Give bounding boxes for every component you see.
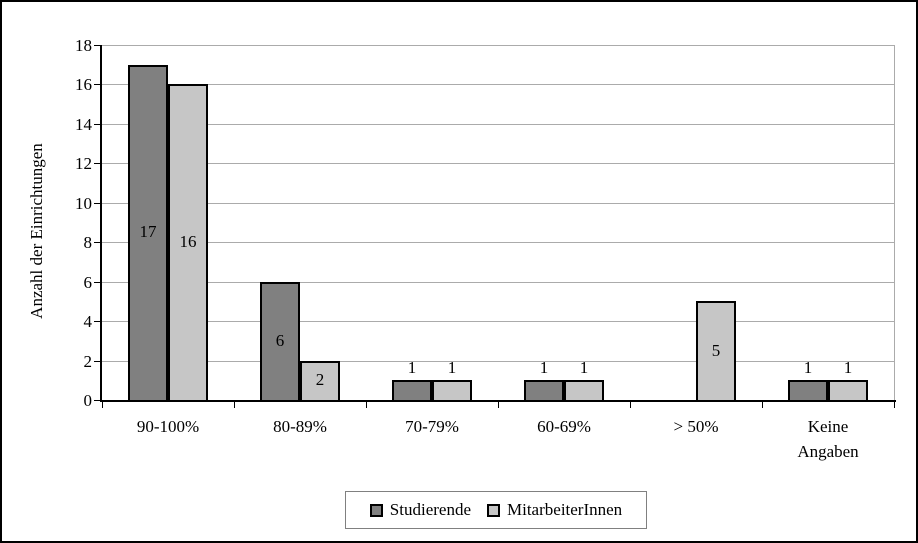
y-tick-label-14: 14 xyxy=(75,114,92,134)
x-tick-mark-2 xyxy=(366,402,367,408)
y-tick-mark-0 xyxy=(94,400,100,401)
gridline-14 xyxy=(102,123,894,125)
gridline-12 xyxy=(102,163,894,165)
bar-mitarbeiterinnen-90-100% xyxy=(168,84,208,400)
y-tick-mark-2 xyxy=(94,360,100,362)
y-tick-label-18: 18 xyxy=(75,36,92,55)
legend-label: MitarbeiterInnen xyxy=(507,500,623,519)
bar-label-mitarbeiterinnen-70-79%: 1 xyxy=(447,358,457,378)
y-axis-title: Anzahl der Einrichtungen xyxy=(27,143,46,319)
x-category-label-text: 80-89% xyxy=(273,417,327,436)
y-axis-line xyxy=(100,45,102,402)
bar-label-mitarbeiterinnen-90-100%: 16 xyxy=(179,232,197,252)
bar-label-studierende-90-100%: 17 xyxy=(139,222,157,242)
y-tick-label-6: 6 xyxy=(83,272,93,292)
x-tick-mark-4 xyxy=(630,402,631,408)
x-category-label-text: 70-79% xyxy=(405,417,459,436)
y-tick-label-8: 8 xyxy=(83,233,93,253)
bar-studierende-Keine Angaben xyxy=(788,380,828,400)
bar-mitarbeiterinnen-70-79% xyxy=(432,380,472,400)
bar-label-mitarbeiterinnen-Keine Angaben: 1 xyxy=(843,358,853,378)
x-axis-line xyxy=(100,400,896,402)
bar-label-studierende-60-69%: 1 xyxy=(539,358,549,378)
y-tick-mark-10 xyxy=(94,202,100,204)
plot-border-right xyxy=(894,45,895,400)
bar-label-studierende-Keine Angaben: 1 xyxy=(803,358,813,378)
legend-label: Studierende xyxy=(389,500,471,519)
bar-studierende-60-69% xyxy=(524,380,564,400)
bar-studierende-90-100% xyxy=(128,64,168,400)
x-tick-mark-6 xyxy=(894,402,895,408)
y-tick-label-2: 2 xyxy=(83,351,93,371)
y-tick-label-10: 10 xyxy=(75,193,92,213)
legend-item-studierende: Studierende xyxy=(369,500,471,520)
x-category-label: > 50% xyxy=(630,414,762,464)
legend-marker-icon xyxy=(487,503,500,517)
bar-label-mitarbeiterinnen-> 50%: 5 xyxy=(711,340,721,360)
x-category-label-text: 90-100% xyxy=(136,417,200,436)
bar-studierende-70-79% xyxy=(392,380,432,400)
gridline-8 xyxy=(102,242,894,244)
gridline-4 xyxy=(102,321,894,323)
y-tick-label-0: 0 xyxy=(83,391,93,410)
x-category-label-text: Keine Angaben xyxy=(797,417,859,461)
x-category-label: 70-79% xyxy=(366,414,498,464)
y-tick-mark-6 xyxy=(94,281,100,283)
x-tick-mark-0 xyxy=(102,402,103,408)
gridline-6 xyxy=(102,281,894,283)
legend-item-mitarbeiterinnen: MitarbeiterInnen xyxy=(487,500,622,520)
y-tick-mark-4 xyxy=(94,321,100,323)
legend: Studierende MitarbeiterInnen xyxy=(345,491,647,529)
x-axis-category-labels: 90-100% 80-89% 70-79% 60-69% > 50% Keine Anga… xyxy=(102,414,894,464)
bar-studierende-80-89% xyxy=(260,281,300,400)
bar-mitarbeiterinnen-60-69% xyxy=(564,380,604,400)
x-category-label-text: > 50% xyxy=(673,417,719,436)
bar-label-mitarbeiterinnen-80-89%: 2 xyxy=(315,370,325,390)
gridline-16 xyxy=(102,84,894,86)
x-tick-mark-3 xyxy=(498,402,499,408)
x-category-label: Keine Angaben xyxy=(762,414,894,464)
y-tick-mark-8 xyxy=(94,242,100,244)
y-tick-mark-18 xyxy=(94,45,100,46)
y-tick-label-4: 4 xyxy=(83,312,93,332)
x-category-label: 90-100% xyxy=(102,414,234,464)
bar-label-studierende-80-89%: 6 xyxy=(275,330,285,350)
gridline-18 xyxy=(102,45,894,46)
gridline-2 xyxy=(102,360,894,362)
x-category-label: 80-89% xyxy=(234,414,366,464)
x-tick-mark-1 xyxy=(234,402,235,408)
bar-mitarbeiterinnen-80-89% xyxy=(300,360,340,400)
x-tick-mark-5 xyxy=(762,402,763,408)
y-tick-label-12: 12 xyxy=(75,154,92,174)
plot-area: 17 16 6 2 1 1 1 1 5 1 1 xyxy=(102,45,894,400)
y-tick-mark-12 xyxy=(94,163,100,165)
bar-mitarbeiterinnen-> 50% xyxy=(696,301,736,400)
gridline-10 xyxy=(102,202,894,204)
bar-mitarbeiterinnen-Keine Angaben xyxy=(828,380,868,400)
bar-label-mitarbeiterinnen-60-69%: 1 xyxy=(579,358,589,378)
legend-marker-icon xyxy=(369,503,383,517)
x-category-label-text: 60-69% xyxy=(537,417,591,436)
y-tick-mark-16 xyxy=(94,84,100,86)
y-tick-mark-14 xyxy=(94,123,100,125)
bar-label-studierende-70-79%: 1 xyxy=(407,358,417,378)
x-category-label: 60-69% xyxy=(498,414,630,464)
y-tick-label-16: 16 xyxy=(75,75,92,95)
